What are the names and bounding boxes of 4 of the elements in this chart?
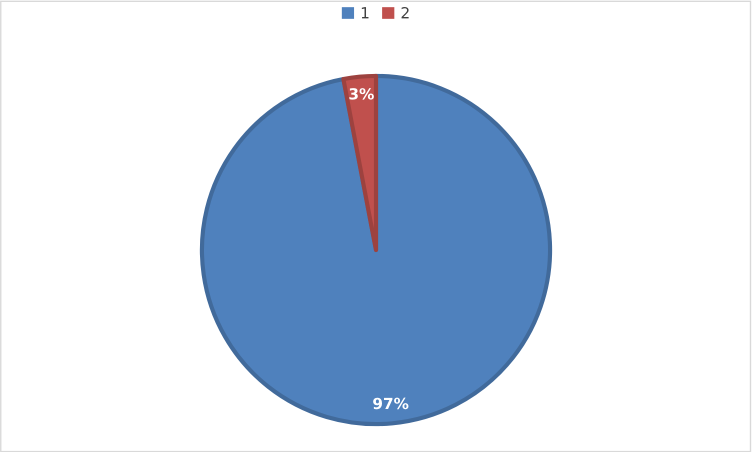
data-label: 3% bbox=[349, 88, 374, 100]
data-label: 97% bbox=[373, 398, 408, 410]
legend-label: 2 bbox=[402, 6, 409, 18]
legend-label: 1 bbox=[362, 7, 368, 18]
